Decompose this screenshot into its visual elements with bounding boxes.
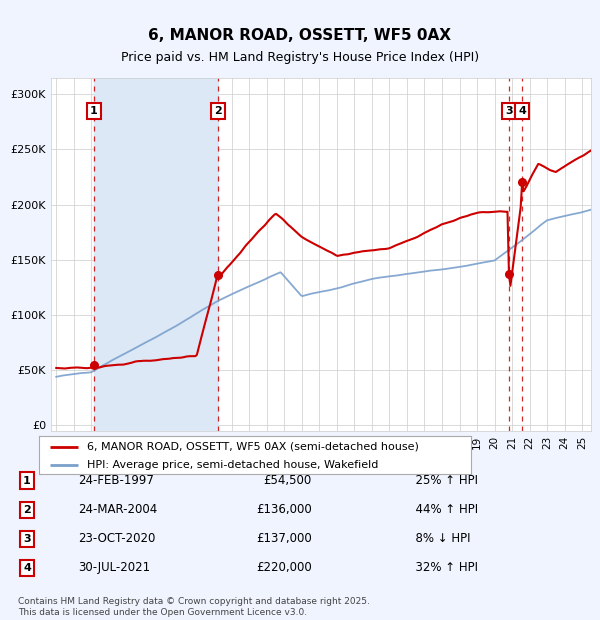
Text: 8% ↓ HPI: 8% ↓ HPI — [408, 533, 470, 545]
Text: 3: 3 — [505, 105, 512, 116]
Text: £136,000: £136,000 — [256, 503, 312, 516]
Text: £54,500: £54,500 — [264, 474, 312, 487]
Text: 44% ↑ HPI: 44% ↑ HPI — [408, 503, 478, 516]
Text: Contains HM Land Registry data © Crown copyright and database right 2025.: Contains HM Land Registry data © Crown c… — [18, 597, 370, 606]
Text: 30-JUL-2021: 30-JUL-2021 — [78, 562, 150, 574]
Text: 6, MANOR ROAD, OSSETT, WF5 0AX: 6, MANOR ROAD, OSSETT, WF5 0AX — [149, 28, 452, 43]
Text: Price paid vs. HM Land Registry's House Price Index (HPI): Price paid vs. HM Land Registry's House … — [121, 51, 479, 64]
Text: £137,000: £137,000 — [256, 533, 312, 545]
Text: 4: 4 — [23, 563, 31, 573]
Text: 6, MANOR ROAD, OSSETT, WF5 0AX (semi-detached house): 6, MANOR ROAD, OSSETT, WF5 0AX (semi-det… — [86, 441, 418, 451]
Text: This data is licensed under the Open Government Licence v3.0.: This data is licensed under the Open Gov… — [18, 608, 307, 617]
Text: £220,000: £220,000 — [256, 562, 312, 574]
Text: 4: 4 — [518, 105, 526, 116]
Text: 32% ↑ HPI: 32% ↑ HPI — [408, 562, 478, 574]
Text: 3: 3 — [23, 534, 31, 544]
Text: 23-OCT-2020: 23-OCT-2020 — [78, 533, 155, 545]
Text: 24-MAR-2004: 24-MAR-2004 — [78, 503, 157, 516]
Text: 1: 1 — [90, 105, 97, 116]
Text: HPI: Average price, semi-detached house, Wakefield: HPI: Average price, semi-detached house,… — [86, 459, 378, 470]
Text: 24-FEB-1997: 24-FEB-1997 — [78, 474, 154, 487]
Text: 1: 1 — [23, 476, 31, 485]
Bar — [94, 78, 218, 431]
Text: 2: 2 — [23, 505, 31, 515]
Text: 25% ↑ HPI: 25% ↑ HPI — [408, 474, 478, 487]
Text: 2: 2 — [214, 105, 222, 116]
